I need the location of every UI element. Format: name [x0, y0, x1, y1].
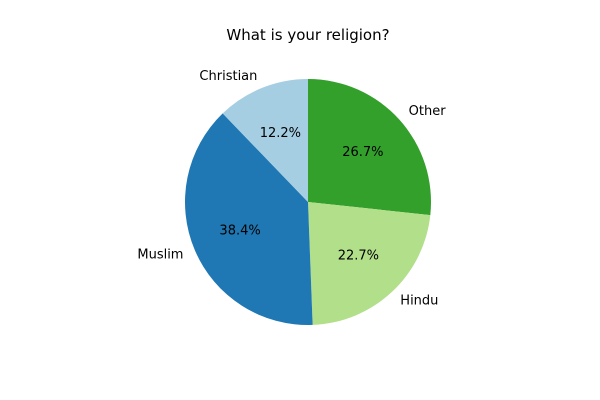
pie-labels: Other 26.7% Hindu 22.7% Muslim 38.4% Christian… [137, 69, 446, 308]
slice-percent-other: 26.7% [342, 145, 383, 160]
chart-title: What is your religion? [226, 26, 389, 44]
pie-slice-muslim [185, 113, 313, 325]
slice-label-christian: Christian [199, 69, 257, 84]
slice-label-muslim: Muslim [137, 247, 183, 262]
pie-slice-other [308, 79, 431, 216]
slice-percent-hindu: 22.7% [338, 248, 379, 263]
slice-label-other: Other [409, 104, 447, 119]
slice-label-hindu: Hindu [400, 293, 438, 308]
slice-percent-christian: 12.2% [260, 126, 301, 141]
slice-percent-muslim: 38.4% [219, 223, 260, 238]
pie-slices [185, 79, 431, 325]
pie-slice-christian [222, 79, 308, 202]
pie-slice-hindu [308, 202, 431, 325]
